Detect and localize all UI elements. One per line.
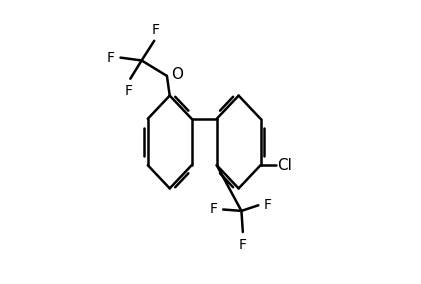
Text: F: F [125,84,133,98]
Text: F: F [239,238,247,252]
Text: O: O [171,67,184,82]
Text: Cl: Cl [277,158,292,173]
Text: F: F [107,51,115,65]
Text: F: F [264,198,272,212]
Text: F: F [210,202,218,216]
Text: F: F [152,22,160,37]
